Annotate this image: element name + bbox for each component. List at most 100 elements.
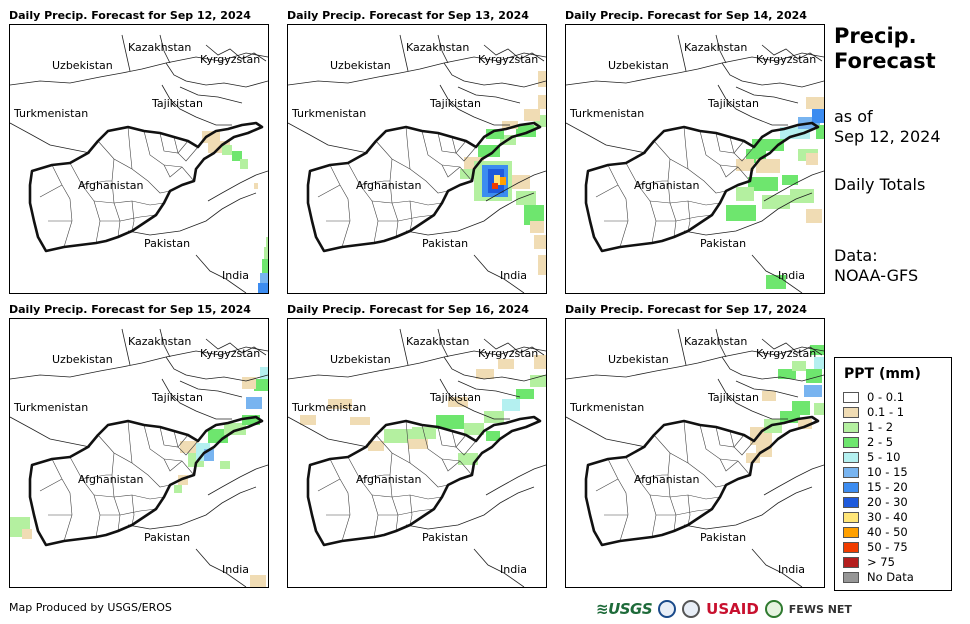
province-boundary bbox=[699, 424, 751, 476]
province-boundary bbox=[625, 162, 657, 244]
legend-swatch bbox=[843, 556, 859, 568]
country-label-kazakhstan: Kazakhstan bbox=[128, 335, 191, 348]
country-label-afghanistan: Afghanistan bbox=[634, 179, 700, 192]
country-boundary bbox=[761, 44, 823, 62]
afghanistan-border bbox=[306, 415, 542, 547]
precip-cell bbox=[384, 429, 412, 443]
precip-cell bbox=[202, 131, 220, 143]
country-boundary bbox=[483, 338, 545, 356]
precip-cell bbox=[780, 127, 810, 139]
forecast-panel-sep-14: Daily Precip. Forecast for Sep 14, 2024 … bbox=[565, 9, 825, 294]
title-line-1: Precip. bbox=[834, 24, 917, 48]
legend-item: 0 - 0.1 bbox=[843, 390, 904, 404]
province-boundary bbox=[329, 458, 351, 542]
province-boundary bbox=[51, 164, 73, 248]
country-boundary bbox=[763, 170, 824, 202]
forecast-panel-sep-16: Daily Precip. Forecast for Sep 16, 2024 … bbox=[287, 303, 547, 588]
panel-title: Daily Precip. Forecast for Sep 16, 2024 bbox=[287, 303, 529, 316]
country-label-uzbekistan: Uzbekistan bbox=[608, 353, 669, 366]
province-boundary bbox=[656, 214, 713, 222]
as-of-date: as of Sep 12, 2024 bbox=[834, 107, 941, 147]
precip-cell bbox=[408, 439, 428, 449]
province-boundary bbox=[173, 430, 199, 456]
province-boundary bbox=[637, 474, 668, 480]
legend-label: 0.1 - 1 bbox=[867, 405, 905, 419]
country-label-india: India bbox=[222, 563, 249, 576]
precip-cell bbox=[538, 255, 546, 275]
precip-cell bbox=[534, 235, 546, 249]
country-boundary bbox=[288, 346, 546, 380]
country-boundary bbox=[683, 192, 813, 236]
legend-label: 0 - 0.1 bbox=[867, 390, 905, 404]
country-label-kyrgyzstan: Kyrgyzstan bbox=[756, 53, 816, 66]
province-boundary bbox=[127, 420, 133, 464]
province-boundary bbox=[687, 494, 691, 526]
country-boundary bbox=[457, 86, 521, 104]
legend-swatch bbox=[843, 406, 859, 418]
precip-cell bbox=[778, 369, 796, 379]
country-boundary bbox=[10, 52, 268, 86]
precip-cell bbox=[220, 461, 230, 469]
precip-cell bbox=[368, 441, 384, 451]
precip-cell bbox=[486, 431, 500, 441]
country-boundary bbox=[683, 486, 813, 530]
country-label-afghanistan: Afghanistan bbox=[356, 473, 422, 486]
country-label-uzbekistan: Uzbekistan bbox=[330, 59, 391, 72]
precip-cell bbox=[458, 453, 478, 465]
country-boundary bbox=[288, 122, 369, 154]
province-boundary bbox=[159, 132, 189, 154]
precip-cell bbox=[502, 399, 520, 411]
legend-swatch bbox=[843, 541, 859, 553]
precip-cell bbox=[260, 273, 268, 287]
province-boundary bbox=[159, 426, 189, 448]
country-label-pakistan: Pakistan bbox=[422, 237, 468, 250]
province-boundary bbox=[595, 478, 619, 492]
precip-map: Kazakhstan Kyrgyzstan Uzbekistan Tajikistan… bbox=[9, 24, 269, 294]
province-boundary bbox=[51, 458, 73, 542]
province-boundary bbox=[347, 456, 379, 538]
country-label-pakistan: Pakistan bbox=[422, 531, 468, 544]
precip-cell bbox=[448, 397, 468, 407]
country-label-india: India bbox=[500, 269, 527, 282]
country-label-afghanistan: Afghanistan bbox=[634, 473, 700, 486]
country-boundary bbox=[485, 170, 546, 202]
noaa-logo-icon bbox=[658, 600, 677, 618]
province-boundary bbox=[317, 184, 341, 198]
country-boundary bbox=[717, 84, 788, 126]
province-boundary bbox=[81, 180, 112, 186]
country-label-kyrgyzstan: Kyrgyzstan bbox=[756, 347, 816, 360]
map-credit: Map Produced by USGS/EROS bbox=[9, 601, 172, 614]
province-boundary bbox=[625, 456, 657, 538]
legend-swatch bbox=[843, 466, 859, 478]
as-of-label: as of bbox=[834, 107, 873, 126]
forecast-panel-sep-13: Daily Precip. Forecast for Sep 13, 2024 … bbox=[287, 9, 547, 294]
precip-cell bbox=[464, 423, 484, 435]
country-boundary bbox=[721, 356, 824, 382]
province-boundary bbox=[719, 458, 739, 472]
precip-cell bbox=[260, 367, 268, 379]
forecast-panel-sep-15: Daily Precip. Forecast for Sep 15, 2024 … bbox=[9, 303, 269, 588]
legend-label: > 75 bbox=[867, 555, 895, 569]
province-boundary bbox=[405, 420, 411, 464]
country-boundary bbox=[127, 486, 257, 530]
country-boundary bbox=[10, 346, 268, 380]
province-boundary bbox=[637, 180, 668, 186]
country-boundary bbox=[566, 122, 647, 154]
province-boundary bbox=[93, 200, 165, 206]
country-boundary bbox=[10, 122, 91, 154]
precip-cell bbox=[254, 379, 268, 391]
country-label-kazakhstan: Kazakhstan bbox=[406, 41, 469, 54]
afghanistan-border bbox=[306, 121, 542, 253]
province-boundary bbox=[163, 164, 183, 178]
legend-item: 30 - 40 bbox=[843, 510, 908, 524]
country-label-tajikistan: Tajikistan bbox=[707, 391, 759, 404]
country-boundary bbox=[677, 328, 727, 366]
province-boundary bbox=[131, 494, 135, 526]
precip-map: Kazakhstan Kyrgyzstan Uzbekistan Tajikistan… bbox=[9, 318, 269, 588]
country-label-uzbekistan: Uzbekistan bbox=[330, 353, 391, 366]
country-label-pakistan: Pakistan bbox=[144, 531, 190, 544]
precip-cell bbox=[494, 175, 500, 185]
usgs-logo: ≋USGS bbox=[596, 600, 653, 618]
country-boundary bbox=[566, 52, 824, 86]
precip-cells bbox=[726, 97, 824, 289]
